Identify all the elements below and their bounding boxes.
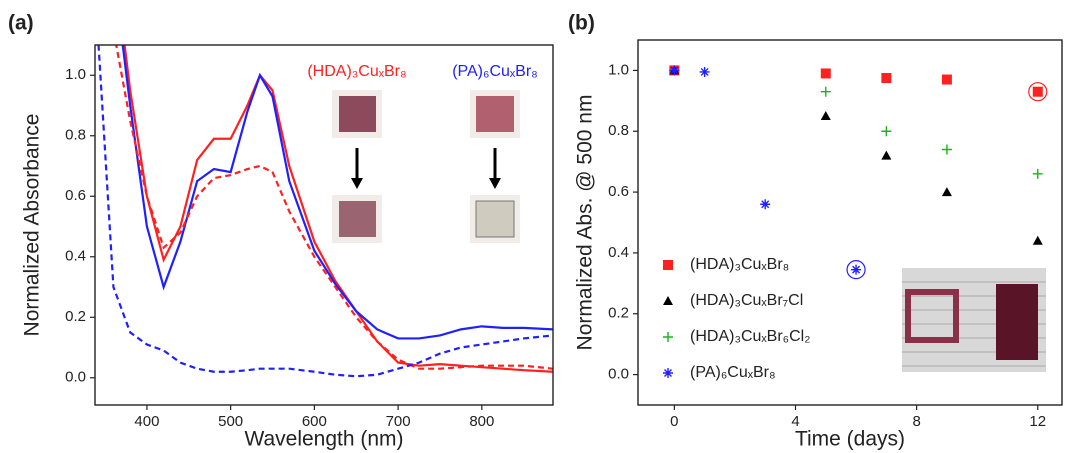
y-tick-label: 0.6 xyxy=(65,187,86,204)
point xyxy=(820,86,831,97)
panel-label: (b) xyxy=(568,12,595,35)
legend-label: (PA)₆CuₓBr₈ xyxy=(452,63,538,80)
x-tick-label: 800 xyxy=(469,413,494,430)
film xyxy=(905,289,959,343)
y-tick-label: 1.0 xyxy=(608,61,629,78)
y-tick-label: 0.0 xyxy=(608,366,629,383)
legend-label: (PA)₆CuₓBr₈ xyxy=(690,364,776,381)
legend-label: (HDA)₃CuₓBr₈ xyxy=(690,256,789,273)
point xyxy=(1032,86,1043,97)
x-tick-label: 700 xyxy=(386,413,411,430)
y-axis-title: Normalized Absorbance xyxy=(21,114,44,337)
y-tick-label: 0.8 xyxy=(65,127,86,144)
y-tick-label: 1.0 xyxy=(65,66,86,83)
highlight-ring xyxy=(1028,82,1048,102)
legend-marker xyxy=(663,260,673,270)
legend-label: (HDA)₃CuₓBr₈ xyxy=(307,63,406,80)
film xyxy=(475,200,515,238)
line xyxy=(121,45,553,340)
point xyxy=(941,144,952,155)
plot-frame xyxy=(637,39,1063,406)
line xyxy=(97,45,553,378)
x-axis-title: Time (days) xyxy=(795,428,905,451)
arrow-head xyxy=(489,178,501,189)
y-tick-label: 0.6 xyxy=(608,183,629,200)
legend-label: (HDA)₃CuₓBr₆Cl₂ xyxy=(690,328,810,345)
x-tick-label: 12 xyxy=(1029,413,1046,430)
point xyxy=(669,65,680,76)
x-tick-label: 600 xyxy=(302,413,327,430)
legend-label: (HDA)₃CuₓBr₇Cl xyxy=(690,292,803,309)
film xyxy=(339,201,376,237)
x-axis-title: Wavelength (nm) xyxy=(244,428,403,451)
x-tick-label: 4 xyxy=(791,413,799,430)
plot-frame xyxy=(94,44,554,406)
point xyxy=(941,74,952,85)
point xyxy=(851,264,862,275)
arrow-head xyxy=(351,178,363,189)
point xyxy=(881,126,892,137)
legend-marker xyxy=(663,296,673,305)
point xyxy=(941,187,952,197)
point xyxy=(881,150,892,160)
film xyxy=(476,96,514,132)
highlight-ring xyxy=(846,260,866,280)
point xyxy=(1032,168,1043,179)
y-tick-label: 0.2 xyxy=(608,305,629,322)
paper-lines xyxy=(902,281,1046,367)
y-tick-label: 0.4 xyxy=(608,244,629,261)
legend-marker xyxy=(663,332,673,342)
y-tick-label: 0.8 xyxy=(608,122,629,139)
film xyxy=(339,96,376,132)
point xyxy=(820,111,831,121)
panel-label: (a) xyxy=(8,12,34,35)
y-tick-label: 0.2 xyxy=(65,308,86,325)
x-tick-label: 500 xyxy=(218,413,243,430)
film xyxy=(996,284,1038,360)
line xyxy=(123,45,553,373)
x-tick-label: 0 xyxy=(670,413,678,430)
inset-photo xyxy=(902,268,1046,372)
point xyxy=(699,66,710,77)
x-tick-label: 8 xyxy=(912,413,920,430)
point xyxy=(760,199,771,210)
x-tick-label: 400 xyxy=(134,413,159,430)
y-tick-label: 0.4 xyxy=(65,248,86,265)
point xyxy=(881,73,892,84)
photos xyxy=(332,90,520,243)
y-tick-label: 0.0 xyxy=(65,369,86,386)
legend-marker xyxy=(663,368,673,378)
point xyxy=(820,68,831,79)
y-axis-title: Normalized Abs. @ 500 nm xyxy=(574,95,597,351)
line xyxy=(115,45,553,370)
point xyxy=(1032,235,1043,245)
